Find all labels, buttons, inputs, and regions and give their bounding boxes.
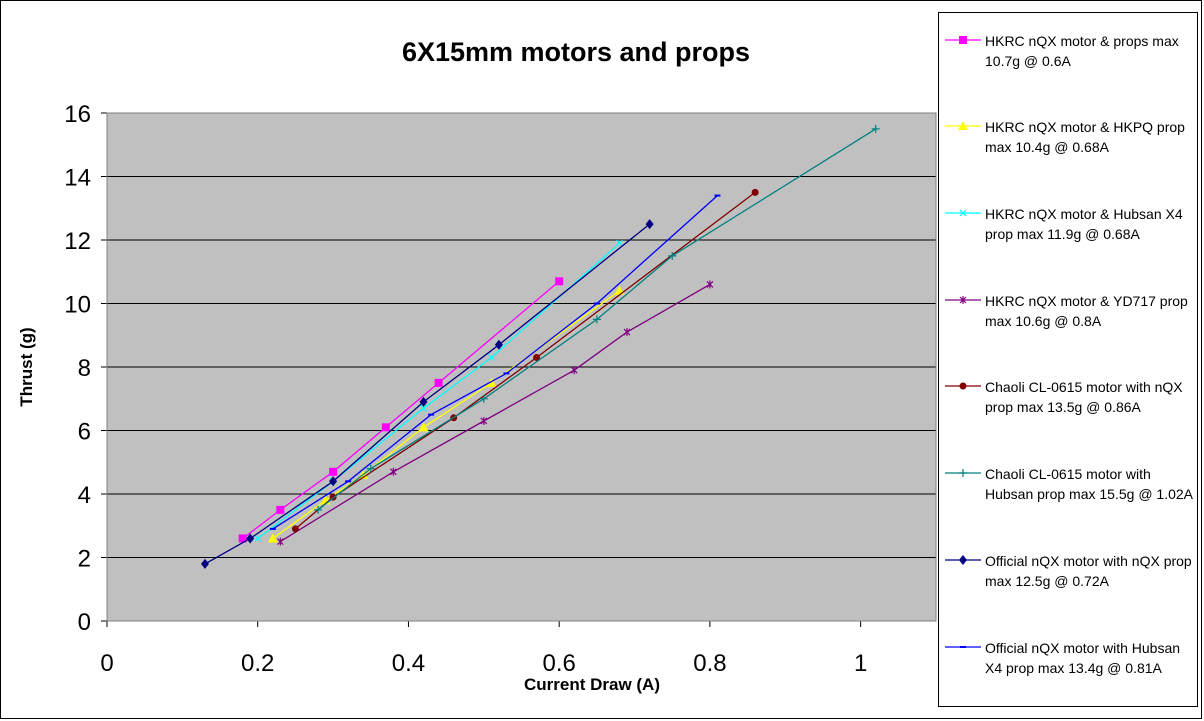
x-tick-label: 0.2 [241,650,274,677]
series-3 [276,280,714,546]
x-axis-label: Current Draw (A) [524,675,660,694]
legend-label: Chaoli CL-0615 motor with Hubsan prop ma… [985,466,1194,502]
y-tick-label: 6 [78,419,91,446]
legend-label: Official nQX motor with nQX prop max 12.… [985,553,1192,589]
data-point [959,209,967,217]
legend-key-hkrc-hkpq [945,121,981,130]
legend-label: Chaoli CL-0615 motor with nQX prop max 1… [985,379,1183,415]
data-point [254,535,262,542]
data-point [434,378,443,387]
y-tick-label: 12 [64,228,91,255]
data-point [381,423,390,432]
data-point [645,219,654,230]
y-tick-label: 10 [64,292,91,319]
y-tick-label: 2 [78,546,91,573]
series-layer [200,124,880,569]
data-point [200,558,209,569]
data-point [623,328,631,337]
data-point [267,533,278,543]
series-line [204,223,651,565]
data-point [418,422,429,432]
series-5 [314,124,880,514]
legend-key-hkrc-yd717 [945,296,981,304]
data-point [329,476,338,487]
data-point [570,366,578,375]
data-point [419,396,428,407]
data-point [238,534,247,543]
data-point [389,467,397,476]
data-point [616,239,623,247]
x-tick-label: 0.6 [542,650,575,677]
x-tick-label: 0.4 [392,650,425,677]
data-point [592,315,601,324]
data-point [959,296,967,304]
y-tick-label: 8 [78,355,91,382]
data-point [487,354,495,361]
data-point [751,188,759,196]
legend-label: HKRC nQX motor & YD717 prop max 10.6g @ … [985,293,1188,329]
series-line [242,280,560,540]
x-tick-label: 0 [100,650,113,677]
gridlines [107,112,936,558]
legend-key-hkrc-props [945,36,981,44]
series-line [317,128,877,511]
data-point [533,353,541,361]
legend-label: Official nQX motor with Hubsan X4 prop m… [985,640,1181,676]
data-point [959,469,967,477]
data-point [480,416,488,425]
legend-label: HKRC nQX motor & HKPQ prop max 10.4g @ 0… [985,119,1185,155]
data-point [314,505,323,514]
legend-label: HKRC nQX motor & Hubsan X4 prop max 11.9… [985,206,1183,242]
data-point [668,251,677,260]
series-6 [200,219,654,569]
data-point [420,404,427,412]
data-point [959,555,967,565]
data-point [959,36,967,44]
series-0 [238,277,564,543]
data-point [494,339,503,350]
data-point [479,394,488,403]
data-point [276,537,284,546]
series-line [279,283,711,543]
series-line [272,195,718,530]
y-tick-label: 4 [78,482,91,509]
plot-border [106,112,937,622]
series-line [272,290,620,540]
legend: HKRC nQX motor & props max 10.7g @ 0.6A … [938,12,1198,707]
data-point [959,382,967,390]
data-point [246,533,255,544]
data-point [366,464,375,473]
y-axis-label: Thrust (g) [17,327,36,406]
chart-title: 6X15mm motors and props [402,37,750,67]
legend-key-hkrc-hubsan [945,209,981,217]
series-7 [269,194,721,530]
data-point [329,467,338,476]
legend-key-official-nqx [945,555,981,565]
x-tick-label: 1 [854,650,867,677]
x-tick-label: 0.8 [693,650,726,677]
data-point [276,505,285,514]
legend-key-chaoli-nqx [945,382,981,390]
data-point [871,124,880,133]
data-point [486,377,497,387]
y-tick-label: 0 [78,609,91,636]
data-point [291,525,299,533]
data-point [958,121,968,130]
legend-key-chaoli-hubsan [945,469,981,477]
legend-label: HKRC nQX motor & props max 10.7g @ 0.6A [985,33,1179,69]
y-tick-label: 16 [64,101,91,128]
data-point [555,277,564,286]
y-tick-label: 14 [64,165,91,192]
data-point [706,280,714,289]
axes: 0 2 4 6 8 10 12 14 16 0 0.2 0.4 0.6 0.8 1 [64,101,937,677]
legend-key-official-hubsan [945,646,981,648]
